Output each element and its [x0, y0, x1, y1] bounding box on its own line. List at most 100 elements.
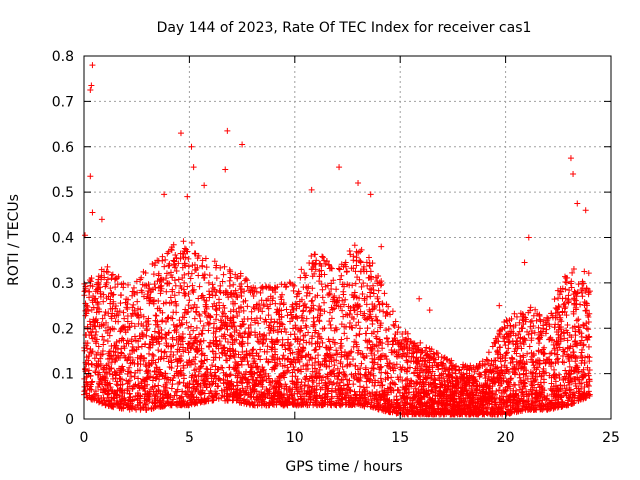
data-point	[340, 313, 347, 320]
data-point	[245, 324, 252, 331]
data-point	[279, 336, 286, 343]
data-point	[235, 368, 242, 375]
data-point	[211, 258, 218, 265]
data-point	[317, 312, 324, 319]
data-point	[164, 280, 171, 287]
data-point	[510, 387, 517, 394]
data-point	[88, 395, 95, 402]
data-point	[148, 361, 155, 368]
data-point	[237, 378, 244, 385]
data-point	[527, 386, 534, 393]
data-point	[315, 330, 322, 337]
data-point	[199, 327, 206, 334]
data-point	[222, 288, 229, 295]
data-point	[273, 378, 280, 385]
data-point	[362, 388, 369, 395]
data-point	[227, 274, 234, 281]
data-point	[264, 343, 271, 350]
data-point	[380, 392, 387, 399]
data-point	[530, 312, 537, 319]
data-point	[519, 389, 526, 396]
data-point	[184, 391, 191, 398]
data-point	[193, 345, 200, 352]
data-point	[113, 338, 120, 345]
data-point	[446, 376, 453, 383]
data-point	[302, 322, 309, 329]
data-point	[213, 390, 220, 397]
data-point	[462, 380, 469, 387]
data-point	[244, 334, 251, 341]
data-point	[126, 351, 133, 358]
data-point	[166, 300, 173, 307]
x-axis-label: GPS time / hours	[285, 459, 402, 475]
data-point	[242, 329, 249, 336]
data-point	[221, 388, 228, 395]
data-point	[356, 330, 363, 337]
data-point	[316, 380, 323, 387]
data-point	[378, 278, 385, 285]
data-point	[151, 383, 158, 390]
data-point	[568, 398, 575, 405]
data-point	[491, 375, 498, 382]
data-point	[391, 334, 398, 341]
data-point	[311, 392, 318, 399]
data-point	[407, 377, 414, 384]
data-point	[200, 378, 207, 385]
data-point	[152, 359, 159, 366]
data-point	[362, 364, 369, 371]
data-point	[186, 297, 193, 304]
data-point	[244, 340, 251, 347]
data-point	[88, 381, 95, 388]
data-point	[415, 392, 422, 399]
data-point	[243, 401, 250, 408]
data-point	[104, 338, 111, 345]
data-point	[534, 373, 541, 380]
data-point	[553, 356, 560, 363]
data-point	[521, 336, 528, 343]
data-point	[578, 333, 585, 340]
data-point	[272, 363, 279, 370]
data-point	[189, 282, 196, 289]
data-point	[171, 292, 178, 299]
data-point	[557, 392, 564, 399]
data-point	[227, 348, 234, 355]
data-point	[337, 386, 344, 393]
data-point	[393, 361, 400, 368]
data-point	[176, 335, 183, 342]
data-point	[408, 358, 415, 365]
data-point	[161, 375, 168, 382]
data-point	[228, 332, 235, 339]
data-point	[137, 306, 144, 313]
data-point	[539, 397, 546, 404]
data-point	[376, 279, 383, 286]
data-point	[231, 323, 238, 330]
data-point	[549, 312, 556, 319]
data-point	[287, 309, 294, 316]
data-point	[106, 370, 113, 377]
data-point	[520, 352, 527, 359]
data-point	[316, 317, 323, 324]
data-point	[458, 369, 465, 376]
data-point	[586, 288, 593, 295]
data-point	[149, 351, 156, 358]
data-point	[171, 277, 178, 284]
data-point	[203, 264, 210, 271]
data-point	[473, 362, 480, 369]
data-point	[434, 350, 441, 357]
data-point	[338, 376, 345, 383]
data-point	[383, 301, 390, 308]
data-point	[369, 346, 376, 353]
data-point	[349, 282, 356, 289]
data-point	[515, 365, 522, 372]
data-point	[179, 275, 186, 282]
data-point	[257, 304, 264, 311]
data-point	[274, 319, 281, 326]
data-point	[312, 327, 319, 334]
data-point	[348, 265, 355, 272]
data-point	[225, 294, 232, 301]
data-point	[287, 341, 294, 348]
data-point	[454, 402, 461, 409]
data-point	[546, 323, 553, 330]
data-point	[367, 371, 374, 378]
data-point	[498, 378, 505, 385]
